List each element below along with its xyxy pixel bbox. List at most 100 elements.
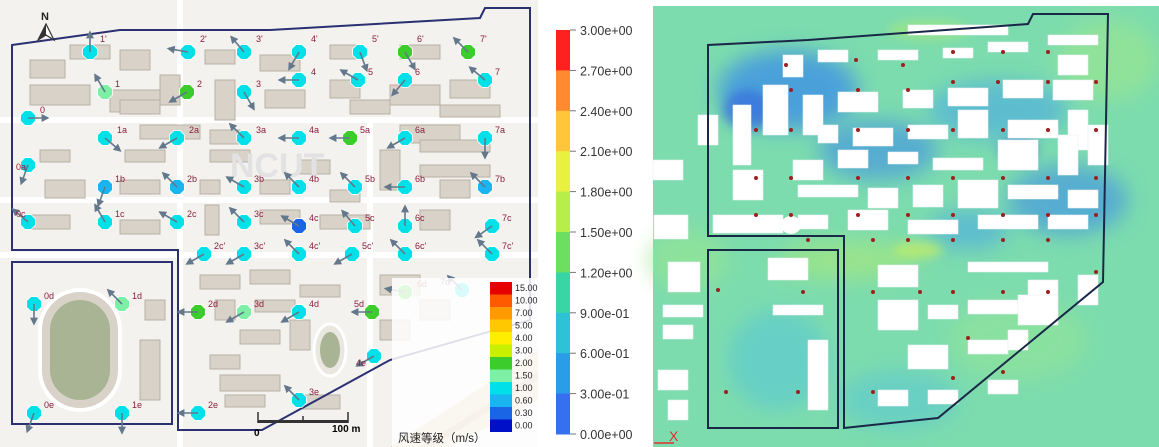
building (299, 284, 341, 298)
legend-level-label: 0.00 (515, 421, 533, 431)
wind-direction-arrow (404, 51, 416, 71)
building (439, 179, 471, 199)
measurement-dot (856, 88, 860, 92)
building (29, 59, 66, 79)
legend-level-label: 5.00 (515, 321, 533, 331)
point-label: 4c' (309, 241, 321, 251)
contour-legend-label: 1.20e+00 (580, 266, 633, 280)
contour-legend-swatch (556, 353, 570, 395)
measurement-dot (871, 290, 875, 294)
model-building (767, 257, 809, 281)
measurement-dot (1094, 128, 1098, 132)
model-building (1007, 119, 1059, 139)
measurement-dot (754, 176, 758, 180)
wind-direction-arrow (468, 66, 486, 81)
measurement-dot (854, 58, 858, 62)
legend-swatch (490, 282, 512, 295)
model-building (807, 339, 829, 411)
model-building (1002, 79, 1044, 99)
measurement-dot (871, 238, 875, 242)
wind-direction-arrow (228, 122, 245, 139)
point-label: 3b (254, 174, 264, 184)
cfd-wind-contour-map: 3.00e+00 2.70e+00 2.40e+00 2.10e+00 1.80e+00… (548, 0, 1159, 447)
building (259, 179, 291, 195)
measurement-dot (856, 176, 860, 180)
model-building (887, 151, 919, 165)
point-label: 1c (115, 209, 125, 219)
point-label: 0a (16, 162, 26, 172)
point-label: 2' (200, 34, 207, 44)
measurement-dot (951, 128, 955, 132)
point-label: 4 (311, 67, 316, 77)
wind-direction-arrow (469, 171, 486, 188)
building (389, 84, 441, 106)
measurement-dot (906, 176, 910, 180)
contour-legend-label: 9.00e-01 (580, 307, 629, 321)
measurement-point: 0e (25, 400, 54, 434)
measurement-dot (789, 128, 793, 132)
model-building (1007, 184, 1059, 200)
legend-swatch (490, 382, 512, 395)
measurement-point: 5' (352, 34, 379, 73)
point-label: 5c' (362, 241, 374, 251)
point-label: 7a (495, 125, 505, 135)
measurement-dot (1046, 290, 1050, 294)
model-building (852, 127, 894, 147)
wind-direction-arrow (359, 51, 369, 73)
measurement-dot (754, 213, 758, 217)
measurement-point: 2e (176, 400, 218, 421)
measurement-point: 3d (225, 299, 264, 323)
building (44, 179, 86, 199)
measurement-point: 4b (283, 171, 319, 195)
measurement-point: 5d (350, 299, 380, 320)
point-label: 1b (115, 174, 125, 184)
point-label: 5c (365, 213, 375, 223)
model-buildings (652, 24, 1109, 421)
measurement-dot (1001, 128, 1005, 132)
wind-direction-arrow (94, 73, 106, 93)
wind-direction-arrow (341, 209, 356, 227)
model-building (1067, 189, 1099, 209)
contour-legend-swatch (556, 110, 570, 152)
building (139, 339, 161, 401)
contour-legend-swatch (556, 191, 570, 233)
measurement-point: 7 (468, 66, 500, 88)
point-label: 7c' (502, 241, 514, 251)
measurement-point: 5b (339, 171, 375, 195)
measurement-point: 5a (328, 125, 370, 146)
wind-direction-arrow (243, 91, 255, 111)
wind-direction-arrow (94, 203, 106, 223)
measurement-point: 3e (283, 384, 319, 408)
measurement-dot (906, 238, 910, 242)
measurement-dot (1001, 50, 1005, 54)
measurement-point: 5 (339, 67, 373, 88)
model-building (877, 264, 919, 288)
measurement-dot (1046, 213, 1050, 217)
sports-field (38, 288, 122, 412)
legend-level-label: 3.00 (515, 346, 533, 356)
wind-direction-arrow (11, 208, 29, 223)
building (419, 164, 491, 178)
contour-color-legend: 3.00e+00 2.70e+00 2.40e+00 2.10e+00 1.80e+00… (556, 24, 633, 442)
measurement-point: 3b (225, 174, 264, 195)
measurement-dot (784, 63, 788, 67)
round-pool (312, 322, 348, 378)
wind-direction-arrow (225, 176, 245, 188)
measurement-point: 2c' (185, 241, 226, 265)
model-building (967, 299, 1019, 315)
model-building (772, 304, 824, 316)
model-building (1052, 79, 1094, 101)
legend-level-label: 10.00 (515, 296, 538, 306)
model-building (837, 91, 879, 113)
building (439, 104, 501, 118)
point-label: 5a (360, 125, 370, 135)
model-building (957, 109, 989, 139)
model-building (1047, 34, 1099, 46)
measurement-point: 7c (474, 213, 512, 239)
measurement-point: 0d (26, 291, 54, 326)
model-building (653, 214, 689, 240)
wind-direction-arrow (283, 171, 300, 188)
measurement-dot (1001, 176, 1005, 180)
building (39, 149, 71, 163)
measurement-dot (1001, 238, 1005, 242)
